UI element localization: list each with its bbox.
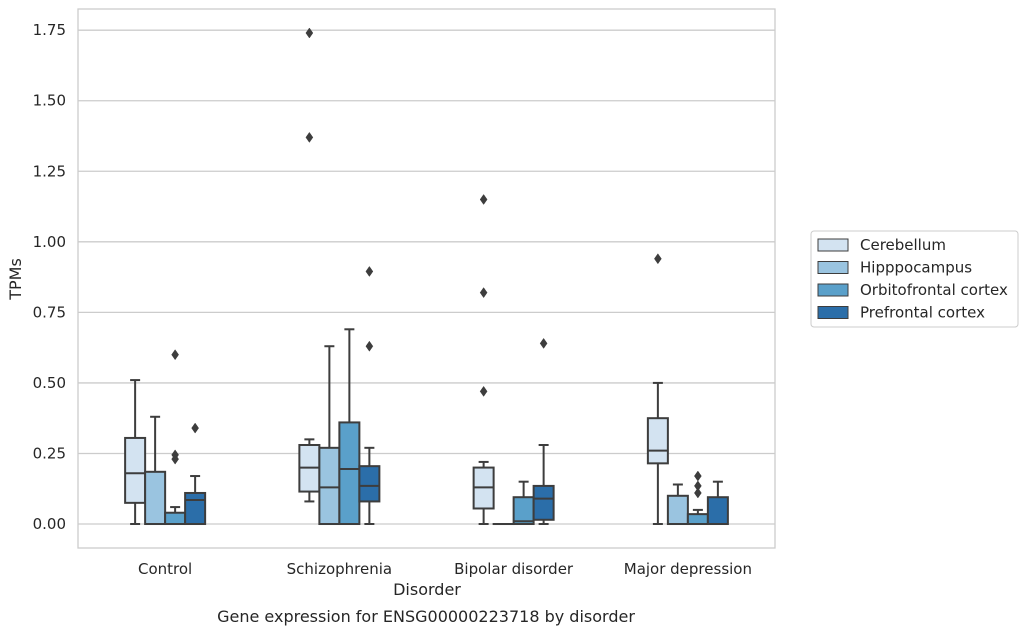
y-tick-label: 0.75	[33, 303, 66, 321]
x-tick-label: Control	[138, 560, 192, 578]
box	[512, 496, 535, 526]
x-tick-label: Bipolar disorder	[454, 560, 574, 578]
y-tick-label: 0.50	[33, 374, 66, 392]
box	[358, 465, 381, 503]
x-tick-labels: Control Schizophrenia Bipolar disorder Majo…	[138, 560, 752, 578]
box	[706, 496, 729, 526]
box	[318, 446, 341, 526]
legend-swatch	[817, 283, 849, 297]
y-axis-title: TPMs	[6, 258, 25, 301]
box	[144, 470, 167, 526]
legend-swatch	[817, 306, 849, 319]
outlier-point	[479, 385, 488, 397]
outlier-point	[694, 487, 702, 499]
box	[184, 491, 207, 526]
box-group	[666, 483, 689, 526]
box-group	[686, 470, 709, 526]
x-tick-label: Major depression	[624, 560, 752, 578]
box-group	[646, 253, 669, 526]
y-tick-label: 0.25	[33, 444, 66, 462]
box	[124, 436, 147, 504]
outlier-point	[171, 349, 179, 361]
legend-swatch	[817, 238, 849, 252]
outlier-point	[365, 266, 374, 277]
legend-items: Cerebellum Hipppocampus Orbitofrontal cort…	[817, 236, 1008, 322]
legend-frame	[810, 230, 1019, 328]
legend-label: Prefrontal cortex	[860, 304, 985, 322]
chart-caption: Gene expression for ENSG00000223718 by d…	[217, 607, 635, 626]
legend-label: Orbitofrontal cortex	[860, 281, 1008, 299]
outlier-point	[479, 194, 488, 205]
outlier-point	[654, 253, 662, 265]
legend-label: Cerebellum	[860, 236, 946, 254]
y-tick-label: 0.00	[33, 515, 66, 533]
outlier-point	[171, 453, 179, 465]
x-tick-label: Schizophrenia	[287, 560, 392, 578]
y-tick-label: 1.00	[33, 233, 66, 251]
box-group	[164, 349, 187, 526]
box	[646, 417, 669, 465]
y-tick-labels: 0.00 0.25 0.50 0.75 1.00 1.25 1.50 1.75	[33, 21, 66, 533]
legend-label: Hipppocampus	[860, 259, 972, 277]
outlier-point	[305, 131, 314, 143]
outlier-point	[365, 340, 374, 352]
box	[686, 513, 709, 526]
box-group	[532, 337, 555, 526]
box	[666, 494, 689, 526]
outlier-point	[479, 287, 488, 299]
y-tick-label: 1.75	[33, 21, 66, 39]
outlier-point	[191, 422, 199, 434]
plot-frame	[77, 8, 776, 549]
box	[164, 511, 187, 526]
plot-area	[78, 9, 775, 548]
y-tick-label: 1.50	[33, 92, 66, 110]
box-group	[144, 415, 167, 526]
x-axis-title: Disorder	[393, 580, 461, 599]
box-group	[358, 266, 381, 526]
box-group	[472, 194, 495, 526]
box	[338, 421, 361, 526]
box-group	[184, 422, 207, 526]
box-group	[124, 379, 147, 526]
y-tick-label: 1.25	[33, 162, 66, 180]
outlier-point	[539, 337, 548, 349]
box-group	[706, 480, 729, 526]
outlier-point	[305, 27, 314, 39]
box	[532, 484, 555, 521]
box-group	[298, 27, 321, 503]
box-groups	[124, 27, 729, 526]
legend-swatch	[817, 261, 849, 274]
legend: Cerebellum Hipppocampus Orbitofrontal cort…	[810, 230, 1019, 328]
